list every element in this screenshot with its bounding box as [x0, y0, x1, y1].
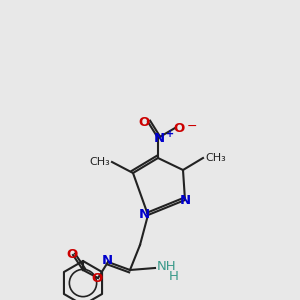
Text: +: +: [166, 129, 174, 139]
Text: CH₃: CH₃: [89, 157, 110, 167]
Text: N: N: [179, 194, 191, 206]
Text: N: N: [138, 208, 150, 221]
Text: O: O: [92, 272, 103, 286]
Text: −: −: [187, 119, 197, 133]
Text: O: O: [138, 116, 150, 128]
Text: H: H: [169, 271, 179, 284]
Text: CH₃: CH₃: [205, 153, 226, 163]
Text: N: N: [101, 254, 112, 268]
Text: O: O: [173, 122, 184, 134]
Text: NH: NH: [157, 260, 177, 272]
Text: N: N: [153, 131, 165, 145]
Text: O: O: [66, 248, 78, 260]
